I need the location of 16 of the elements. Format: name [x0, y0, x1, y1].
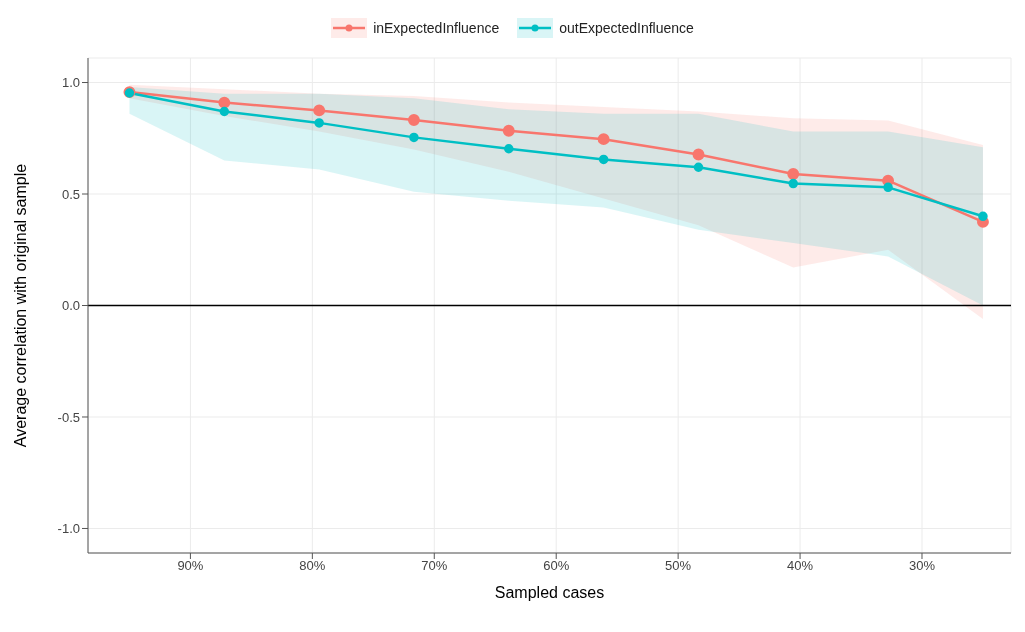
x-tick-label: 30% — [908, 558, 936, 574]
legend-label: inExpectedInfluence — [373, 20, 500, 36]
y-tick-label: 0.5 — [61, 186, 80, 202]
y-tick-label: -0.5 — [57, 409, 80, 425]
x-axis-title: Sampled cases — [494, 584, 605, 601]
x-tick-label: 90% — [177, 558, 204, 574]
legend-label: outExpectedInfluence — [559, 20, 694, 36]
y-tick-label: 0.0 — [61, 298, 80, 314]
y-tick-label: -1.0 — [57, 521, 80, 537]
y-tick-label: 1.0 — [61, 75, 80, 91]
y-axis-title: Average correlation with original sample — [11, 163, 29, 448]
x-tick-label: 80% — [299, 558, 326, 574]
x-tick-label: 40% — [787, 558, 814, 574]
x-tick-label: 60% — [543, 558, 570, 574]
x-tick-label: 50% — [665, 558, 692, 574]
x-tick-label: 70% — [421, 558, 448, 574]
